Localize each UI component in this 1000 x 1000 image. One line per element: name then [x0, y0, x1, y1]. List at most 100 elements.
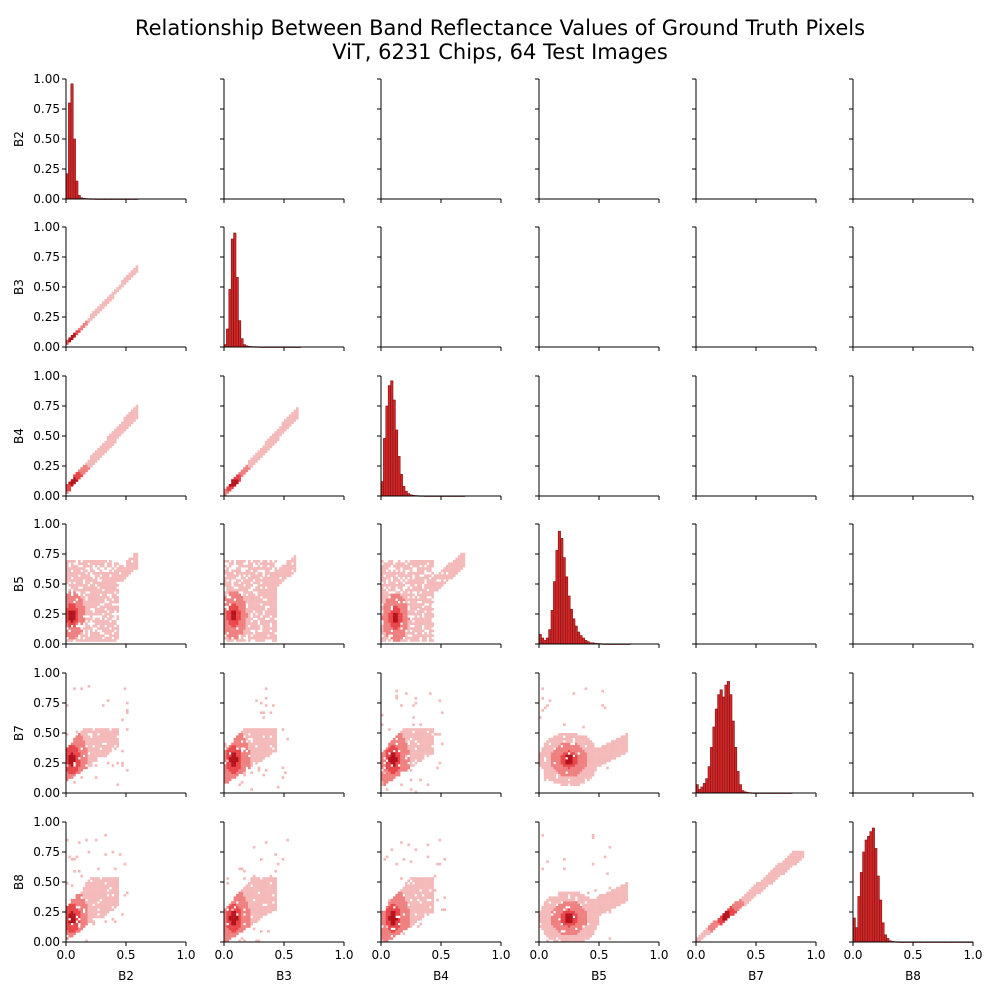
density-cell: [250, 771, 253, 774]
density-cell: [238, 922, 241, 926]
density-cell: [429, 740, 432, 743]
density-cell: [433, 733, 437, 736]
density-cell: [288, 421, 292, 425]
density-cell: [412, 584, 415, 587]
density-cell: [85, 588, 88, 592]
density-cell: [228, 634, 232, 637]
density-cell: [99, 560, 103, 563]
density-cell: [409, 636, 413, 640]
density-cell: [87, 891, 91, 895]
density-cell: [250, 759, 253, 762]
density-cell: [575, 783, 578, 786]
density-cell: [70, 927, 74, 931]
density-cell: [104, 610, 107, 613]
density-cell: [121, 426, 124, 429]
density-cell: [80, 915, 83, 919]
density-cell: [264, 906, 268, 909]
density-cell: [272, 735, 275, 738]
density-cell: [257, 908, 261, 911]
density-cell: [577, 740, 580, 743]
density-cell: [82, 472, 86, 475]
density-cell: [94, 576, 98, 580]
density-cell: [385, 771, 389, 774]
density-cell: [243, 877, 246, 880]
density-cell: [236, 639, 239, 642]
density-cell: [66, 620, 69, 623]
density-cell: [243, 596, 246, 599]
density-cell: [73, 598, 76, 601]
density-cell: [97, 627, 100, 630]
density-cell: [116, 783, 119, 786]
density-cell: [99, 455, 103, 458]
density-cell: [233, 910, 237, 914]
density-cell: [90, 464, 93, 468]
density-cell: [279, 431, 282, 434]
density-cell: [579, 778, 583, 782]
density-cell: [563, 778, 566, 782]
density-cell: [431, 749, 434, 753]
density-cell: [424, 745, 427, 748]
density-cell: [558, 771, 561, 774]
density-cell: [412, 716, 415, 719]
density-cell: [443, 569, 446, 573]
density-cell: [102, 737, 105, 741]
density-cell: [228, 927, 232, 931]
density-cell: [106, 603, 110, 606]
density-cell: [589, 754, 592, 758]
density-cell: [555, 735, 559, 738]
density-cell: [102, 915, 105, 919]
density-cell: [116, 572, 119, 575]
density-cell: [587, 757, 590, 760]
density-cell: [390, 596, 394, 599]
density-cell: [243, 764, 246, 767]
density-cell: [555, 759, 559, 762]
density-cell: [118, 433, 122, 437]
density-cell: [462, 557, 466, 561]
density-cell: [90, 617, 93, 621]
density-cell: [90, 564, 93, 568]
density-cell: [281, 579, 285, 582]
density-cell: [412, 579, 415, 582]
density-cell: [109, 730, 112, 734]
density-cell: [291, 567, 294, 570]
density-cell: [116, 891, 119, 895]
density-cell: [385, 615, 389, 618]
density-cell: [75, 596, 79, 599]
density-cell: [260, 735, 263, 738]
density-cell: [106, 564, 110, 568]
density-cell: [457, 564, 461, 568]
density-cell: [417, 754, 420, 758]
density-cell: [70, 600, 74, 604]
density-cell: [431, 591, 434, 594]
density-cell: [260, 733, 263, 736]
density-cell: [274, 620, 277, 623]
density-cell: [87, 572, 91, 575]
density-cell: [286, 421, 289, 425]
density-cell: [611, 740, 614, 743]
density-cell: [109, 440, 112, 444]
density-cell: [233, 481, 237, 485]
density-cell: [400, 783, 403, 786]
density-cell: [233, 761, 237, 765]
y-tick-label: 1.00: [33, 517, 60, 531]
density-cell: [224, 910, 227, 914]
density-cell: [231, 922, 234, 926]
density-cell: [424, 737, 427, 741]
density-cell: [393, 752, 396, 755]
density-cell: [236, 634, 239, 637]
density-cell: [250, 624, 253, 628]
density-cell: [226, 634, 229, 637]
density-cell: [276, 574, 280, 577]
density-cell: [73, 596, 76, 599]
density-cell: [388, 593, 391, 597]
density-cell: [97, 632, 100, 635]
density-cell: [85, 882, 88, 885]
density-cell: [87, 915, 91, 919]
density-cell: [548, 776, 552, 779]
density-cell: [245, 761, 249, 765]
density-cell: [250, 598, 253, 601]
histogram-bar: [545, 637, 549, 645]
density-cell: [228, 612, 232, 616]
density-cell: [66, 634, 69, 637]
density-cell: [87, 735, 91, 738]
